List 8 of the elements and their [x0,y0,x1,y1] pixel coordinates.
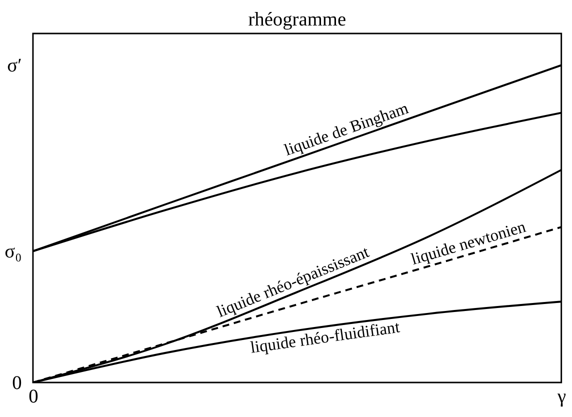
text: 0 [12,372,22,394]
text: liquide newtonien [408,216,528,269]
text: liquide rhéo-fluidifiant [249,317,402,357]
x-tick-label: γ [556,386,567,408]
text: liquide de Bingham [282,98,411,160]
text: σ₀ [4,241,22,262]
chart-title: rhéogramme [248,10,346,31]
text: σ′ [7,56,22,77]
